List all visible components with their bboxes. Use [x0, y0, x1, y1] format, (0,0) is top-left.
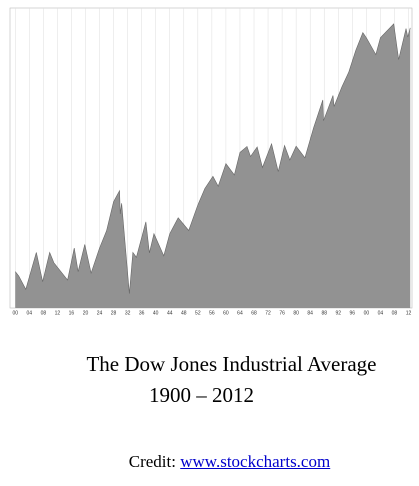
caption-subtitle: 1900 – 2012: [149, 383, 254, 407]
x-tick-label: 92: [335, 310, 341, 316]
area-line: [15, 23, 411, 294]
x-tick-label: 12: [55, 310, 61, 316]
x-tick-label: 04: [378, 310, 384, 316]
x-tick-label: 16: [69, 310, 75, 316]
area-fill: [15, 23, 411, 308]
x-tick-label: 60: [223, 310, 229, 316]
x-tick-label: 08: [41, 310, 47, 316]
x-tick-label: 88: [321, 310, 327, 316]
x-tick-label: 00: [12, 310, 18, 316]
x-tick-label: 64: [237, 310, 243, 316]
x-tick-label: 52: [195, 310, 201, 316]
x-tick-label: 24: [97, 310, 103, 316]
x-tick-label: 20: [83, 310, 89, 316]
caption-title: The Dow Jones Industrial Average: [86, 352, 377, 376]
x-tick-label: 36: [139, 310, 145, 316]
credit-label: Credit:: [128, 452, 176, 471]
x-tick-label: 48: [181, 310, 187, 316]
x-tick-label: 76: [279, 310, 285, 316]
x-tick-label: 96: [350, 310, 356, 316]
x-tick-label: 04: [27, 310, 33, 316]
x-tick-label: 72: [265, 310, 271, 316]
x-tick-label: 84: [307, 310, 313, 316]
x-tick-label: 80: [293, 310, 299, 316]
x-tick-label: 44: [167, 310, 173, 316]
x-tick-label: 12: [406, 310, 412, 316]
x-tick-label: 00: [364, 310, 370, 316]
x-tick-label: 32: [125, 310, 131, 316]
x-tick-label: 56: [209, 310, 215, 316]
credit-link[interactable]: www.stockcharts.com: [180, 452, 331, 471]
x-tick-label: 08: [392, 310, 398, 316]
chart: 00 04 08 12 16 20 24 28 32 36 40 44 48 52 56 60 64 68 72 76…: [9, 7, 413, 316]
x-tick-label: 68: [251, 310, 257, 316]
x-tick-label: 28: [111, 310, 117, 316]
credit: Credit: www.stockcharts.com: [20, 452, 419, 472]
x-tick-label: 40: [153, 310, 159, 316]
